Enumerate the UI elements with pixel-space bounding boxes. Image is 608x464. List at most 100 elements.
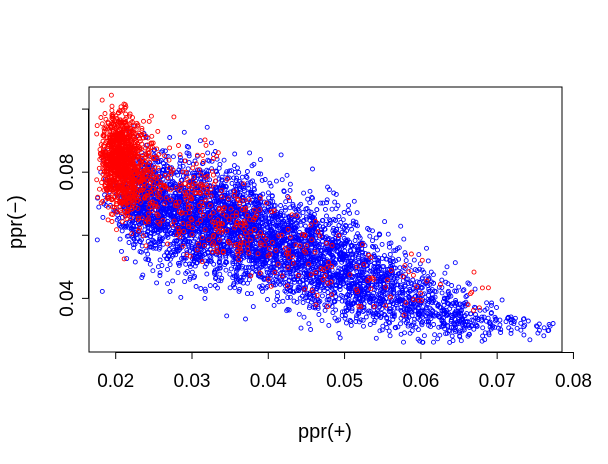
data-point: [298, 201, 304, 207]
data-point: [286, 277, 292, 283]
data-point: [272, 276, 278, 282]
data-point: [245, 280, 250, 286]
data-point: [231, 175, 237, 181]
data-point: [219, 183, 225, 189]
data-point: [305, 196, 311, 202]
data-point: [165, 234, 171, 240]
data-point: [170, 154, 176, 160]
data-point: [252, 263, 258, 269]
data-point: [230, 259, 236, 265]
data-point: [94, 237, 100, 243]
data-point: [152, 240, 157, 245]
data-point: [209, 158, 215, 164]
data-point: [130, 242, 136, 248]
data-point: [156, 241, 162, 247]
data-point: [302, 223, 308, 229]
data-point: [160, 235, 165, 241]
data-point: [168, 211, 174, 217]
data-point: [191, 258, 197, 264]
data-point: [237, 192, 243, 198]
data-point: [217, 256, 223, 262]
data-point: [248, 200, 253, 205]
data-point: [181, 129, 187, 135]
data-point: [241, 255, 247, 261]
data-point: [184, 247, 190, 253]
data-point: [152, 227, 158, 233]
data-point: [233, 264, 238, 270]
data-point: [203, 288, 209, 294]
data-point: [285, 194, 291, 199]
data-point: [196, 250, 202, 256]
data-point: [100, 214, 106, 220]
data-point: [175, 260, 181, 266]
data-point: [204, 271, 210, 277]
data-point: [173, 249, 179, 254]
data-point: [268, 183, 274, 189]
data-point: [167, 135, 173, 140]
data-point: [245, 272, 251, 278]
data-point: [187, 264, 193, 270]
data-point: [230, 261, 236, 266]
data-point: [167, 289, 173, 294]
data-point: [192, 158, 198, 164]
data-point: [223, 171, 229, 177]
data-point: [271, 221, 277, 227]
data-point: [160, 148, 166, 154]
data-point: [231, 163, 237, 169]
data-point: [220, 213, 226, 219]
data-point: [126, 219, 132, 225]
data-point: [318, 200, 324, 206]
data-point: [232, 151, 238, 157]
data-point: [252, 187, 257, 193]
data-point: [216, 176, 222, 182]
data-point: [175, 248, 181, 254]
data-point: [171, 170, 177, 176]
data-point: [238, 187, 243, 193]
data-point: [219, 177, 225, 183]
data-point: [243, 268, 249, 274]
data-point: [129, 220, 135, 226]
data-point: [247, 150, 253, 156]
data-point: [201, 194, 207, 200]
data-point: [224, 169, 230, 175]
data-point: [198, 223, 204, 229]
data-point: [243, 316, 248, 322]
data-point: [204, 124, 210, 130]
data-point: [231, 216, 237, 222]
data-point: [278, 152, 284, 158]
data-point: [224, 313, 230, 319]
data-point: [132, 259, 138, 265]
data-point: [300, 210, 306, 216]
data-point: [255, 198, 261, 204]
data-point: [193, 284, 199, 289]
data-point: [215, 285, 220, 291]
data-point: [263, 218, 269, 224]
data-point: [162, 148, 168, 154]
data-point: [167, 242, 173, 248]
data-point: [212, 201, 218, 207]
data-point: [165, 253, 171, 259]
data-point: [119, 248, 124, 254]
data-point: [189, 269, 195, 275]
data-point: [207, 200, 213, 206]
data-point: [209, 258, 214, 264]
data-point: [231, 282, 236, 288]
data-point: [143, 212, 149, 218]
data-point: [145, 251, 151, 257]
data-point: [171, 204, 177, 210]
data-point: [211, 188, 217, 194]
data-point: [251, 161, 257, 167]
data-point: [271, 302, 277, 308]
data-point: [235, 262, 241, 268]
data-point: [157, 159, 162, 165]
data-point: [248, 190, 254, 196]
data-point: [134, 235, 140, 241]
data-point: [180, 163, 186, 169]
data-point: [286, 213, 292, 219]
data-point: [124, 256, 130, 262]
data-point: [170, 252, 176, 258]
data-point: [189, 230, 195, 236]
data-point: [187, 239, 193, 245]
data-point: [126, 240, 132, 245]
